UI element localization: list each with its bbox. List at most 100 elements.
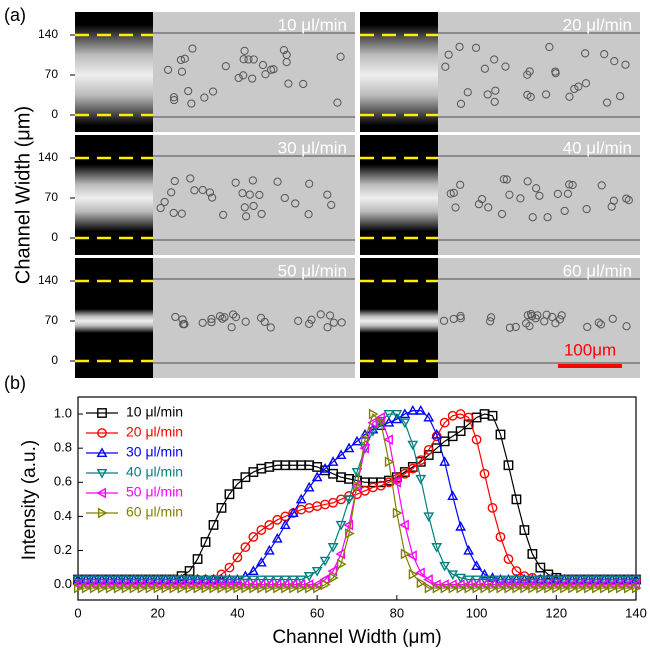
marker: [439, 456, 451, 466]
marker: [439, 417, 450, 428]
particle: [551, 69, 560, 78]
particle: [441, 62, 450, 71]
particle: [282, 58, 291, 67]
marker: [255, 575, 267, 586]
particle: [455, 42, 464, 51]
marker: [432, 582, 443, 594]
particle: [323, 323, 332, 332]
marker: [200, 537, 211, 547]
marker: [321, 579, 331, 591]
marker: [263, 544, 275, 555]
particle: [249, 201, 258, 211]
particle: [548, 312, 557, 322]
x-tick-label: 140: [625, 605, 647, 620]
particle: [333, 98, 342, 107]
particle: [207, 314, 216, 324]
marker: [376, 480, 386, 491]
particle: [241, 212, 251, 221]
marker: [289, 582, 299, 594]
particle: [456, 99, 466, 108]
particle: [220, 313, 229, 322]
marker: [216, 575, 227, 586]
marker: [232, 479, 243, 489]
particle: [607, 202, 616, 211]
particle: [533, 311, 542, 320]
marker: [424, 582, 435, 594]
marker: [193, 582, 204, 594]
marker: [185, 582, 196, 594]
particle: [279, 46, 289, 55]
x-tick-label: 80: [390, 605, 404, 620]
marker: [463, 544, 474, 555]
marker: [247, 575, 259, 586]
marker: [496, 582, 507, 594]
marker: [511, 494, 522, 505]
particle: [491, 86, 500, 95]
particle: [180, 54, 189, 63]
marker: [399, 468, 410, 479]
marker: [606, 575, 618, 586]
marker: [335, 548, 346, 560]
particle: [200, 93, 209, 102]
particle: [463, 88, 472, 97]
marker: [272, 514, 283, 525]
particle: [205, 188, 215, 197]
marker: [336, 494, 346, 505]
marker: [224, 575, 235, 586]
x-tick-label: 0: [74, 605, 81, 620]
marker: [225, 582, 236, 594]
marker: [519, 575, 530, 586]
y-tick-label: 0.6: [54, 474, 72, 489]
particle: [499, 175, 508, 184]
marker: [233, 582, 244, 594]
particle: [486, 317, 495, 326]
marker: [169, 582, 180, 594]
marker: [145, 582, 156, 594]
marker: [305, 582, 315, 594]
image-bright: [438, 135, 640, 255]
marker: [526, 575, 538, 586]
legend-label: 60 μl/min: [126, 504, 183, 520]
particle: [568, 180, 577, 190]
marker: [96, 468, 108, 479]
particle: [525, 67, 534, 76]
particle: [240, 203, 249, 212]
particle: [207, 318, 216, 327]
marker: [471, 560, 482, 570]
flow-rate-label: 20 μl/min: [563, 15, 632, 34]
marker: [550, 575, 562, 586]
marker: [359, 442, 370, 454]
marker: [622, 575, 634, 586]
particle: [505, 190, 514, 199]
marker: [391, 413, 403, 424]
marker: [241, 582, 252, 594]
marker: [408, 569, 419, 580]
marker: [128, 575, 140, 586]
marker: [391, 476, 401, 488]
image-dark: [360, 135, 438, 255]
marker: [399, 418, 411, 429]
marker: [544, 582, 554, 594]
marker: [431, 543, 443, 553]
particle: [294, 316, 303, 325]
marker: [584, 582, 594, 594]
particle: [484, 203, 493, 212]
marker: [534, 575, 546, 586]
marker: [224, 562, 235, 573]
particle: [487, 313, 496, 322]
marker: [479, 575, 490, 586]
particle: [187, 99, 196, 108]
particle: [198, 185, 207, 195]
marker: [271, 575, 283, 586]
particle: [249, 55, 258, 64]
marker: [240, 542, 251, 553]
marker: [590, 575, 602, 586]
marker: [630, 579, 641, 591]
marker: [96, 487, 107, 499]
particle: [248, 74, 257, 83]
particle: [581, 79, 591, 88]
panel-label: (a): [4, 5, 26, 25]
particle: [244, 55, 253, 64]
marker: [104, 575, 116, 586]
marker: [344, 528, 355, 539]
